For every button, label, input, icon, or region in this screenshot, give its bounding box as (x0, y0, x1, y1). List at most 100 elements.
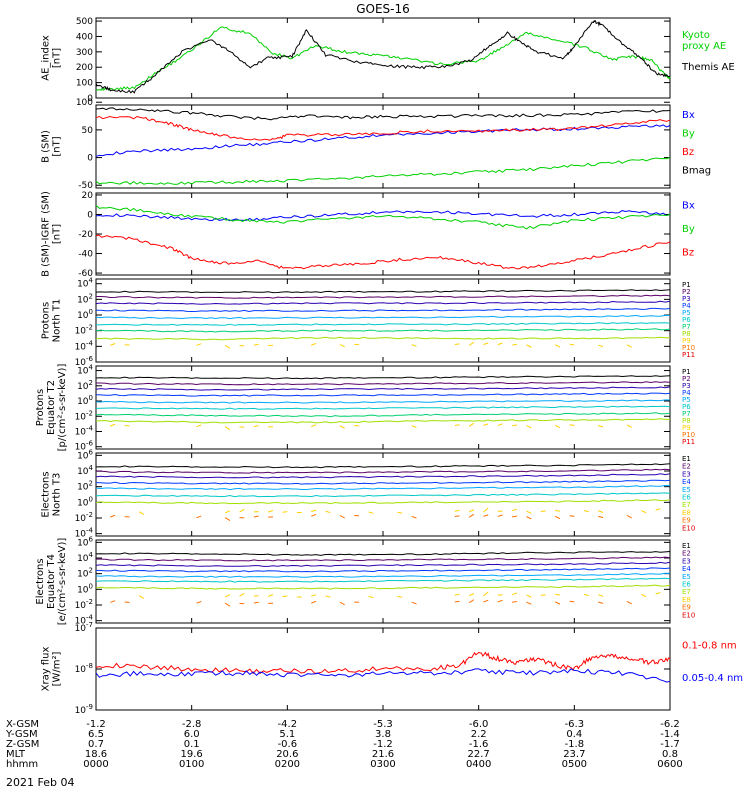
series-e8-segment (526, 510, 532, 514)
y-tick-label: 100 (76, 98, 93, 108)
ephem-value: 0.1 (184, 739, 200, 750)
ephem-value: 0.8 (662, 749, 678, 760)
series-e8-segment (397, 595, 403, 598)
y-tick-label: 10-4 (75, 424, 94, 437)
legend-label: By (682, 224, 695, 235)
y-tick-label: 10-8 (75, 662, 93, 675)
series-p9-segment (454, 343, 460, 346)
series-0-05-0-4-nm-line (95, 668, 671, 683)
panel-protons_t2: 104 102 100 10-2 10-4 10-6 Protons Equator T2 [p… (35, 364, 695, 453)
y-tick-label: 10-2 (75, 324, 93, 337)
series-e8-segment (641, 509, 647, 514)
y-tick-label: 104 (77, 364, 93, 377)
y-tick-label: 10-4 (75, 527, 94, 540)
series-p9-segment (598, 344, 604, 348)
legend-p5: P5 (682, 309, 691, 317)
series-e9-segment (253, 601, 259, 604)
series-p9-segment (526, 344, 532, 348)
ephem-value: 0.7 (88, 739, 104, 750)
series-e1-line (95, 463, 671, 469)
y-axis-label: AE_index (41, 35, 52, 81)
legend-p4: P4 (682, 389, 691, 397)
series-e9-segment (110, 600, 116, 603)
series-p9-segment (626, 344, 632, 348)
legend-p3: P3 (682, 295, 691, 303)
ephem-value: 0600 (657, 759, 682, 770)
series-e8-segment (511, 508, 518, 512)
series-e9-segment (454, 515, 460, 518)
y-tick-label: 10-4 (75, 614, 94, 627)
series-p9-segment (224, 426, 231, 431)
series-e8-segment (555, 509, 561, 512)
series-p2-line (96, 381, 671, 386)
series-p9-segment (411, 425, 417, 428)
legend-p1: P1 (682, 281, 691, 289)
series-p9-segment (526, 425, 532, 429)
series-e9-segment (411, 515, 417, 519)
legend-e7: E7 (682, 588, 691, 596)
ephem-label: Z-GSM (6, 739, 39, 750)
series-e9-segment (468, 599, 475, 604)
series-p8-line (95, 418, 670, 424)
y-axis-label: Equator T2 (46, 380, 57, 435)
y-axis-label: North T3 (52, 473, 63, 517)
series-p9-segment (311, 424, 317, 428)
series-e9-segment (224, 517, 231, 521)
legend-e4: E4 (682, 478, 691, 486)
series-e9-segment (196, 601, 202, 604)
series-e8-segment (468, 509, 475, 513)
series-e8-segment (655, 508, 661, 511)
ephem-value: -2.8 (182, 719, 202, 730)
y-tick-label: 10-2 (75, 511, 93, 524)
legend-p8: P8 (682, 330, 691, 338)
series-e9-segment (598, 601, 604, 604)
series-e9-segment (598, 515, 604, 519)
series-bz-line (95, 115, 671, 141)
legend-e10: E10 (682, 524, 695, 532)
series-e8-segment (311, 509, 317, 512)
y-tick-label: 300 (76, 48, 93, 58)
series-e8-segment (138, 595, 145, 599)
ephem-value: -1.2 (373, 739, 393, 750)
series-e9-segment (526, 516, 532, 520)
series-p5-line (95, 399, 671, 404)
series-e8-segment (555, 593, 561, 596)
series-e8-segment (282, 511, 288, 513)
series-e8-segment (511, 592, 518, 596)
series-e8-segment (598, 594, 604, 597)
series-e9-segment (483, 514, 489, 517)
y-axis-label: Protons (41, 302, 52, 339)
legend-p9: P9 (682, 424, 691, 432)
y-tick-label: 10-6 (75, 440, 94, 453)
ephem-value: 0500 (562, 759, 587, 770)
y-tick-label: 104 (77, 464, 93, 477)
legend-p2: P2 (682, 375, 691, 383)
series-p1-line (95, 375, 671, 380)
legend-p7: P7 (682, 323, 691, 331)
legend-p2: P2 (682, 288, 691, 296)
ephem-value: 2.2 (471, 729, 487, 740)
legend-label: Bx (682, 110, 695, 121)
ephem-value: 0100 (179, 759, 204, 770)
ephem-value: 0.4 (566, 729, 582, 740)
panel-frame (95, 17, 671, 99)
series-p9-segment (554, 424, 561, 429)
y-tick-label: -20 (78, 230, 93, 240)
legend-e10: E10 (682, 611, 695, 619)
y-axis-label: [nT] (52, 224, 63, 244)
ephem-value: -6.0 (469, 719, 489, 730)
y-axis-label: [W/m²] (52, 651, 63, 686)
ephem-label: MLT (6, 749, 26, 760)
series-e9-segment (311, 513, 317, 517)
ephem-value: 6.0 (184, 729, 200, 740)
series-e8-segment (583, 510, 589, 513)
series-p9-segment (339, 425, 345, 429)
ephem-value: 20.6 (276, 749, 298, 760)
series-e2-line (96, 468, 671, 474)
ephem-value: 19.6 (181, 749, 203, 760)
y-tick-label: 0 (87, 154, 93, 164)
series-e8-segment (397, 511, 403, 514)
y-tick-label: -40 (78, 250, 93, 260)
ephem-value: 5.1 (279, 729, 295, 740)
ephem-value: 21.6 (372, 749, 394, 760)
